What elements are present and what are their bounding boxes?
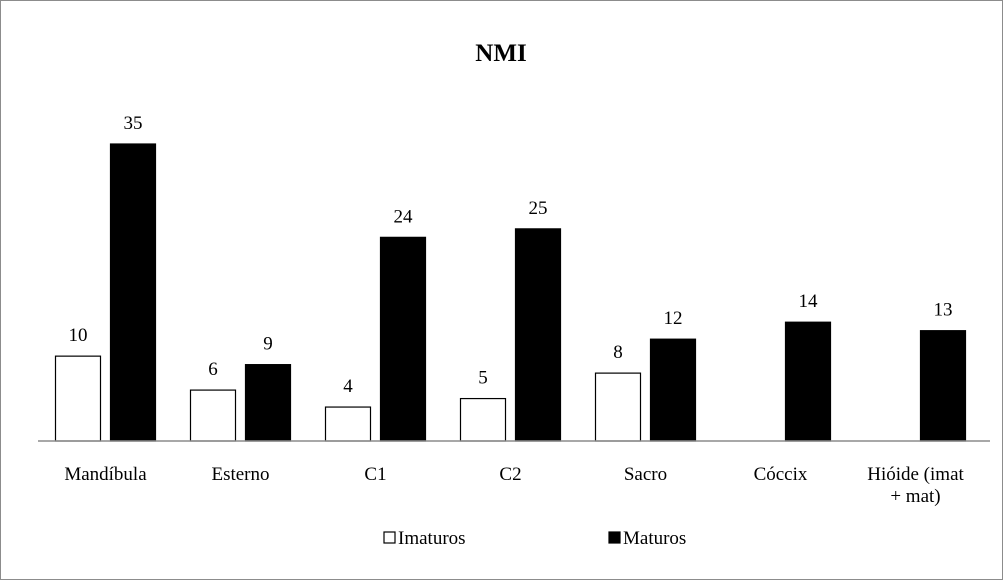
data-label-imaturos-2: 4: [343, 376, 353, 397]
x-tick-label-6-line0: Hióide (imat: [867, 464, 964, 485]
legend-label-maturos: Maturos: [623, 528, 686, 549]
bar-imaturos-3: [459, 397, 507, 442]
data-label-maturos-1: 9: [263, 334, 273, 355]
bar-imaturos-0: [54, 355, 102, 442]
data-label-imaturos-0: 10: [69, 325, 88, 346]
data-label-imaturos-4: 8: [613, 342, 623, 363]
bar-maturos-5: [784, 321, 832, 442]
legend-swatch-imaturos: [383, 531, 396, 544]
bar-maturos-4: [649, 338, 697, 442]
data-label-maturos-4: 12: [664, 308, 683, 329]
bar-maturos-2: [379, 236, 427, 442]
legend-label-imaturos: Imaturos: [398, 528, 466, 549]
plot-area: 10 35 6 9 4 24 5 25 8 12 14 13: [54, 113, 967, 442]
legend: Imaturos Maturos: [383, 528, 686, 549]
x-tick-label-5: Cóccix: [754, 464, 808, 485]
x-tick-label-4: Sacro: [624, 464, 667, 485]
x-tick-label-2: C1: [364, 464, 386, 485]
bar-maturos-1: [244, 364, 292, 442]
bar-maturos-3: [514, 228, 562, 442]
chart-title: NMI: [475, 40, 526, 67]
bar-imaturos-4: [594, 372, 642, 442]
x-tick-label-0: Mandíbula: [64, 464, 147, 485]
data-label-maturos-0: 35: [124, 113, 143, 134]
data-label-imaturos-3: 5: [478, 368, 488, 389]
data-label-maturos-2: 24: [394, 206, 414, 227]
legend-swatch-maturos: [608, 531, 621, 544]
x-tick-label-3: C2: [499, 464, 521, 485]
x-axis-tick-labels: Mandíbula Esterno C1 C2 Sacro Cóccix Hióide (i…: [64, 464, 964, 507]
data-label-maturos-3: 25: [529, 198, 548, 219]
data-label-imaturos-1: 6: [208, 359, 218, 380]
bar-imaturos-2: [324, 406, 372, 442]
bar-imaturos-1: [189, 389, 237, 442]
bar-maturos-6: [919, 330, 967, 442]
data-label-maturos-5: 14: [799, 291, 819, 312]
data-label-maturos-6: 13: [934, 300, 953, 321]
x-tick-label-1: Esterno: [211, 464, 269, 485]
x-tick-label-6-line1: + mat): [890, 486, 940, 507]
bar-maturos-0: [109, 143, 157, 442]
